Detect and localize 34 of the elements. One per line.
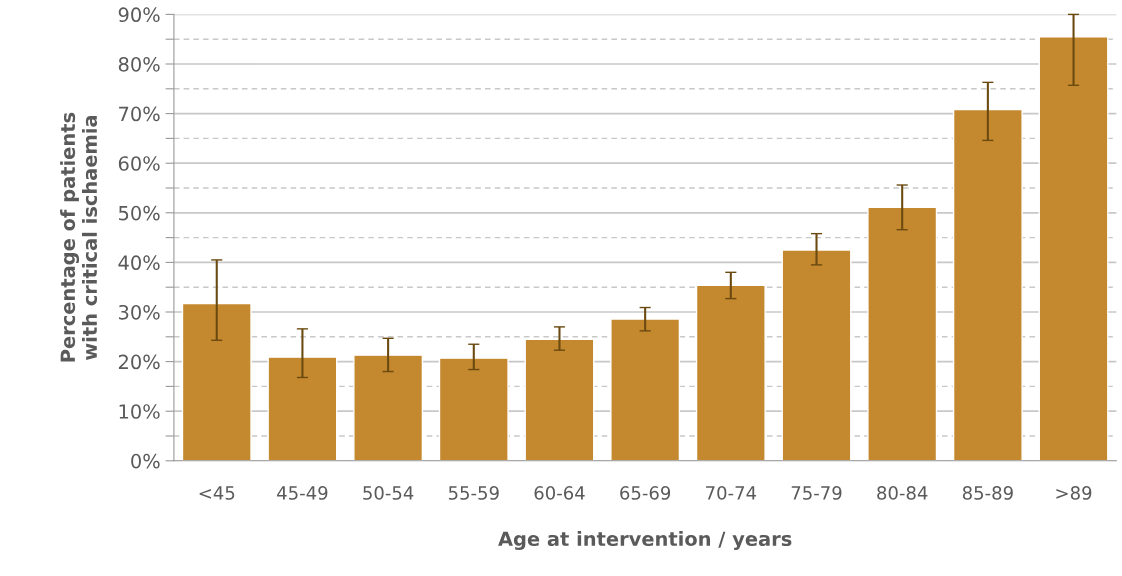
x-tick-label: 55-59 [448,486,499,500]
y-tick-label: 70% [119,106,160,122]
x-axis-title: Age at intervention / years [498,531,792,551]
bar [267,356,338,461]
x-tick-label: 85-89 [962,486,1013,500]
x-tick-label: 60-64 [534,486,585,500]
bar [781,249,852,461]
y-tick-label: 0% [131,453,160,469]
y-tick-label: 10% [119,404,160,419]
x-tick-label: >89 [1056,486,1092,500]
x-tick-label: 50-54 [363,486,414,500]
bar [867,206,938,461]
y-tick-label: 90% [118,7,160,23]
y-tick-label: 60% [118,156,160,171]
bar [353,354,424,461]
bar [524,338,595,461]
y-tick-label: 40% [118,255,160,271]
y-tick-label: 30% [118,304,160,320]
bar [695,284,766,461]
bar [952,108,1023,461]
y-tick-label: 50% [119,205,160,221]
y-tick-label: 80% [118,56,160,72]
y-tick-label: 20% [118,354,160,370]
y-axis-title: Percentage of patients with critical ischaemia [60,112,98,362]
x-tick-label: 70-74 [706,486,757,500]
x-tick-label: 65-69 [620,486,671,500]
bar [1038,36,1109,461]
bar [610,318,681,461]
x-tick-label: <45 [199,486,235,500]
x-tick-label: 80-84 [877,486,928,500]
bar [438,357,509,461]
bar [181,302,252,461]
x-tick-label: 75-79 [791,486,842,500]
x-tick-label: 45-49 [277,486,328,500]
